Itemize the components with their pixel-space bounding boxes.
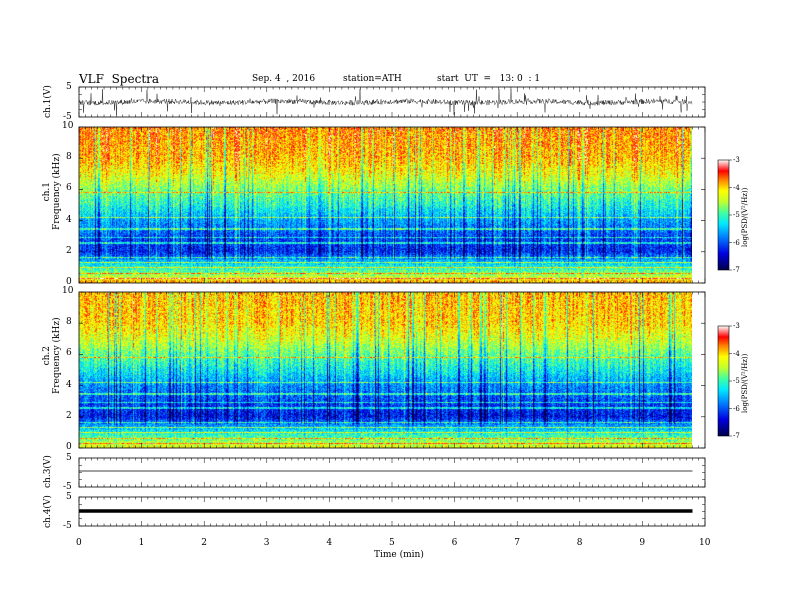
ch2-spec-ylabel: ch.2 Frequency (kHz) — [42, 317, 62, 394]
s1-ytick-label: 8 — [66, 152, 72, 163]
x-tick-label: 7 — [514, 538, 520, 548]
s2-ytick-label: 2 — [66, 410, 72, 421]
x-tick-label: 3 — [263, 538, 270, 548]
ch2-spec-ylabel-freq: Frequency (kHz) — [52, 317, 62, 394]
colorbar2-label: log(PSD/(V²/Hz)) — [741, 353, 749, 413]
ch4-ytick-label: 5 — [66, 492, 72, 502]
x-tick-label: 2 — [201, 538, 207, 548]
ch1-spec-ylabel: ch.1 Frequency (kHz) — [42, 153, 62, 230]
x-tick-label: 6 — [451, 538, 458, 548]
x-tick-label: 4 — [326, 538, 333, 548]
colorbar1-label: log(PSD/(V²/Hz)) — [741, 187, 749, 247]
ch1-ytick-label: -5 — [63, 112, 72, 122]
s2-colorbar-tick-label: -5 — [733, 377, 740, 385]
s1-ytick-label: 10 — [62, 121, 74, 131]
ch1-waveform-trace — [79, 88, 693, 115]
s1-colorbar — [717, 159, 730, 271]
s2-ytick-label: 10 — [62, 286, 74, 296]
s1-colorbar-tick-label: -7 — [733, 266, 740, 274]
ch3-ylabel: ch.3(V) — [43, 455, 53, 488]
station-label: station=ATH — [343, 74, 402, 84]
date-label: Sep. 4 , 2016 — [252, 74, 316, 84]
s2-ytick-label: 8 — [66, 317, 72, 328]
s2-ytick-label: 4 — [66, 379, 72, 390]
s1-colorbar-tick-label: -4 — [733, 183, 740, 192]
ch3-ytick-label: -5 — [63, 482, 72, 492]
ch1-spec-ylabel-channel: ch.1 — [42, 181, 52, 202]
s1-colorbar-tick-label: -5 — [733, 211, 740, 219]
s2-colorbar-tick-label: -3 — [733, 322, 740, 330]
s1-ytick-label: 6 — [66, 183, 72, 194]
ch2-spec-ylabel-channel: ch.2 — [42, 345, 52, 366]
chart-title: VLF Spectra — [79, 72, 160, 86]
x-tick-label: 5 — [389, 538, 395, 548]
s2-colorbar-tick-label: -6 — [733, 404, 740, 413]
ch4-ytick-label: -5 — [63, 521, 72, 531]
s2-colorbar — [717, 325, 730, 437]
x-tick-label: 0 — [76, 538, 82, 548]
x-tick-label: 1 — [138, 538, 145, 548]
x-tick-label: 8 — [576, 538, 583, 548]
ch1-spec-ylabel-freq: Frequency (kHz) — [52, 153, 62, 230]
s1-ytick-label: 4 — [66, 214, 72, 225]
ch4-ylabel: ch.4(V) — [43, 495, 53, 528]
x-tick-label: 9 — [639, 538, 646, 548]
x-axis-label: Time (min) — [374, 550, 424, 560]
ch1-ylabel: ch.1(V) — [43, 85, 53, 118]
s2-colorbar-tick-label: -4 — [733, 349, 740, 358]
s1-colorbar-tick-label: -6 — [733, 238, 740, 247]
s2-ytick-label: 6 — [66, 348, 72, 359]
s2-colorbar-tick-label: -7 — [733, 432, 740, 440]
ch1-spectrogram — [79, 127, 692, 283]
ch2-spectrogram — [79, 292, 692, 448]
s1-ytick-label: 0 — [66, 277, 72, 287]
s2-ytick-label: 0 — [66, 442, 72, 452]
ch1-ytick-label: 5 — [66, 82, 72, 92]
s1-ytick-label: 2 — [66, 245, 72, 256]
ch3-ytick-label: 5 — [66, 453, 72, 463]
s1-colorbar-tick-label: -3 — [733, 156, 740, 164]
x-tick-label: 10 — [699, 538, 711, 548]
start-time-label: start UT = 13: 0 : 1 — [437, 74, 541, 84]
